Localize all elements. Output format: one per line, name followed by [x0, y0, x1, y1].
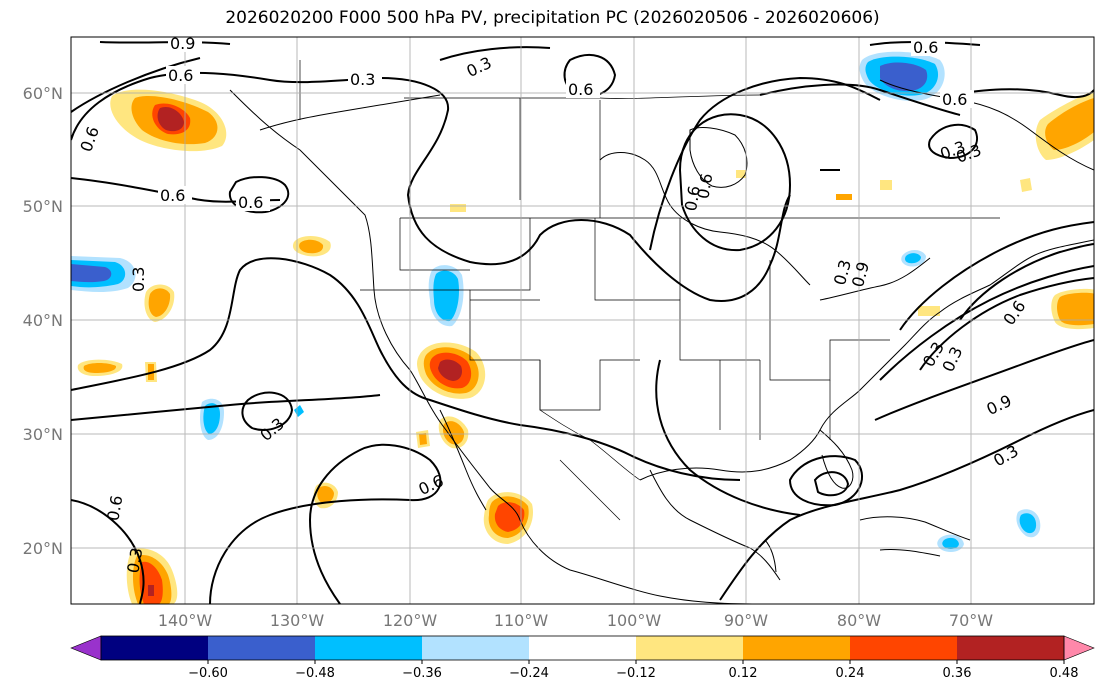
- colorbar-segment: [850, 636, 957, 660]
- colorbar-tick-label: −0.60: [188, 666, 228, 681]
- contour-label: 0.6: [76, 124, 103, 154]
- precipitation-shading: [71, 51, 1094, 604]
- colorbar-segment: [636, 636, 743, 660]
- lat-label: 40°N: [23, 311, 63, 330]
- longitude-axis: 140°W 130°W 120°W 110°W 100°W 90°W 80°W …: [158, 611, 993, 630]
- contour-label: 0.3: [990, 441, 1022, 470]
- lon-label: 90°W: [724, 611, 768, 630]
- colorbar-segment: [315, 636, 422, 660]
- contour-label: 0.9: [984, 391, 1015, 419]
- colorbar-tick-label: 0.36: [943, 666, 972, 681]
- contour-label: 0.3: [350, 70, 375, 89]
- colorbar-segment: [957, 636, 1064, 660]
- colorbar-tick-label: −0.48: [295, 666, 335, 681]
- contour-label: 0.9: [170, 34, 195, 53]
- lat-label: 50°N: [23, 197, 63, 216]
- lat-label: 20°N: [23, 539, 63, 558]
- pv-contours: [71, 40, 1094, 604]
- lat-label: 30°N: [23, 425, 63, 444]
- lon-label: 130°W: [270, 611, 325, 630]
- contour-label: 0.6: [160, 186, 185, 205]
- contour-label: 0.6: [693, 172, 716, 200]
- lon-label: 110°W: [494, 611, 549, 630]
- contour-label: 0.6: [681, 184, 704, 212]
- contour-label: 0.6: [942, 90, 967, 109]
- colorbar-tick-label: 0.48: [1050, 666, 1079, 681]
- colorbar-tick-label: −0.24: [509, 666, 549, 681]
- contour-label: 0.3: [129, 267, 148, 292]
- lon-label: 140°W: [158, 611, 213, 630]
- lon-label: 120°W: [383, 611, 438, 630]
- colorbar-tick-label: −0.36: [402, 666, 442, 681]
- colorbar-segment: [529, 636, 636, 660]
- colorbar-outline: [100, 635, 1065, 661]
- contour-label: 0.6: [913, 38, 938, 57]
- colorbar-tick-label: −0.12: [616, 666, 656, 681]
- map-frame: [70, 36, 1095, 605]
- lon-label: 100°W: [607, 611, 662, 630]
- contour-label: 0.6: [103, 494, 126, 522]
- lon-label: 70°W: [949, 611, 993, 630]
- colorbar-tick-label: 0.12: [729, 666, 758, 681]
- contour-label: 0.3: [123, 546, 146, 574]
- lat-label: 60°N: [23, 84, 63, 103]
- colorbar-extend-min: [70, 635, 102, 661]
- contour-label: 0.6: [568, 80, 593, 99]
- contour-label: 0.6: [168, 66, 193, 85]
- colorbar-segment: [208, 636, 315, 660]
- colorbar-segment: [422, 636, 529, 660]
- colorbar-segments: [70, 635, 1095, 661]
- colorbar-ticks: −0.60 −0.48 −0.36 −0.24 −0.12 0.12 0.24 0.36 0.4…: [188, 660, 1079, 681]
- map-title: 2026020200 F000 500 hPa PV, precipitatio…: [225, 8, 880, 28]
- colorbar-segment: [743, 636, 850, 660]
- political-boundaries: [299, 60, 1000, 521]
- contour-label: 0.3: [256, 414, 288, 445]
- contour-label: 0.3: [464, 53, 495, 81]
- colorbar: −0.60 −0.48 −0.36 −0.24 −0.12 0.12 0.24 0.36 0.4…: [70, 635, 1095, 681]
- coastlines: [229, 79, 1094, 604]
- contour-label: 0.6: [238, 193, 263, 212]
- colorbar-segment: [101, 636, 208, 660]
- graticule: [71, 37, 1094, 604]
- colorbar-extend-max: [1063, 635, 1095, 661]
- lon-label: 80°W: [837, 611, 881, 630]
- latitude-axis: 60°N 50°N 40°N 30°N 20°N: [23, 84, 63, 558]
- contour-label: 0.6: [416, 471, 447, 499]
- colorbar-tick-label: 0.24: [836, 666, 865, 681]
